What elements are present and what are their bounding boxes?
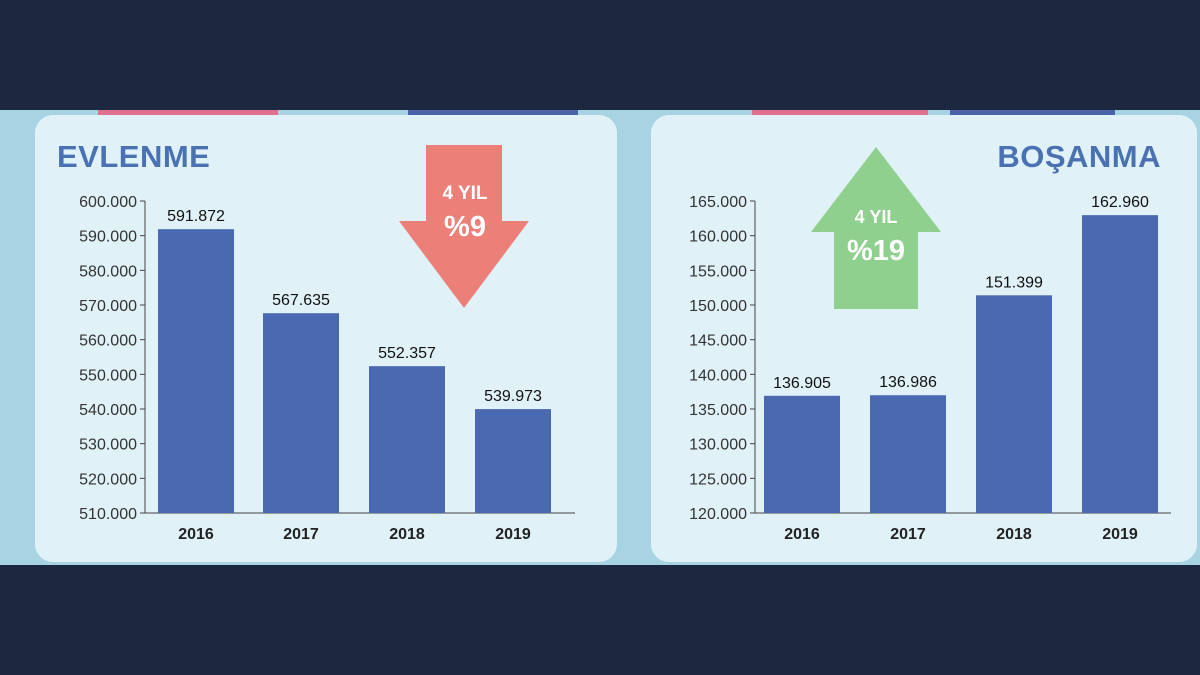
divorce-chart: 120.000 125.000 130.000 135.000 140.000 145.0… (689, 147, 1171, 543)
y-tick-label: 550.000 (79, 367, 137, 384)
marriage-arrow-line1: 4 YIL (442, 183, 488, 204)
x-tick-label-2018: 2018 (996, 526, 1032, 543)
x-tick-label-2017: 2017 (283, 526, 319, 543)
bar-2019 (475, 409, 551, 513)
bar-2017 (870, 395, 946, 513)
trend-arrow-down (399, 145, 529, 308)
y-tick-label: 140.000 (689, 367, 747, 384)
data-label-2018: 151.399 (985, 274, 1043, 291)
y-tick-label: 510.000 (79, 506, 137, 523)
y-tick-label: 160.000 (689, 229, 747, 246)
bar-2016 (158, 229, 234, 513)
x-tick-label-2016: 2016 (784, 526, 820, 543)
bar-2018 (976, 295, 1052, 513)
divorce-arrow-line1: 4 YIL (854, 207, 898, 227)
data-label-2018: 552.357 (378, 345, 436, 362)
tab-accent-pink-right (752, 110, 928, 116)
marriage-chart: 510.000 520.000 530.000 540.000 550.000 560.0… (79, 145, 575, 543)
x-tick-label-2017: 2017 (890, 526, 926, 543)
trend-arrow-up (811, 147, 941, 309)
y-tick-label: 130.000 (689, 437, 747, 454)
y-tick-label: 145.000 (689, 333, 747, 350)
y-tick-label: 150.000 (689, 298, 747, 315)
marriage-arrow-line2: %9 (444, 211, 486, 243)
y-tick-label: 530.000 (79, 437, 137, 454)
data-label-2019: 162.960 (1091, 194, 1149, 211)
y-tick-label: 580.000 (79, 263, 137, 280)
divorce-chart-title: BOŞANMA (997, 139, 1161, 174)
y-tick-label: 520.000 (79, 471, 137, 488)
marriage-chart-panel: 510.000 520.000 530.000 540.000 550.000 560.0… (35, 115, 617, 562)
divorce-arrow-line2: %19 (846, 235, 906, 267)
bar-2019 (1082, 215, 1158, 514)
divorce-chart-panel: 120.000 125.000 130.000 135.000 140.000 145.0… (651, 115, 1197, 562)
y-tick-label: 560.000 (79, 333, 137, 350)
x-tick-label-2018: 2018 (389, 526, 425, 543)
tab-accent-blue-right (950, 110, 1115, 116)
data-label-2019: 539.973 (484, 388, 542, 405)
y-tick-label: 165.000 (689, 194, 747, 211)
data-label-2016: 591.872 (167, 208, 225, 225)
marriage-chart-title: EVLENME (57, 139, 211, 174)
y-tick-label: 590.000 (79, 229, 137, 246)
data-label-2017: 567.635 (272, 292, 330, 309)
y-tick-label: 570.000 (79, 298, 137, 315)
data-label-2016: 136.905 (773, 375, 831, 392)
bar-2016 (764, 395, 840, 513)
x-tick-label-2019: 2019 (1102, 526, 1138, 543)
y-tick-label: 600.000 (79, 194, 137, 211)
data-label-2017: 136.986 (879, 374, 937, 391)
x-tick-label-2016: 2016 (178, 526, 214, 543)
tab-accent-pink-left (98, 110, 278, 116)
bar-2017 (263, 313, 339, 513)
y-tick-label: 540.000 (79, 402, 137, 419)
y-tick-label: 135.000 (689, 402, 747, 419)
tab-accent-blue-left (408, 110, 578, 116)
bar-2018 (369, 366, 445, 513)
y-tick-label: 125.000 (689, 471, 747, 488)
x-tick-label-2019: 2019 (495, 526, 531, 543)
y-tick-label: 120.000 (689, 506, 747, 523)
y-tick-label: 155.000 (689, 263, 747, 280)
